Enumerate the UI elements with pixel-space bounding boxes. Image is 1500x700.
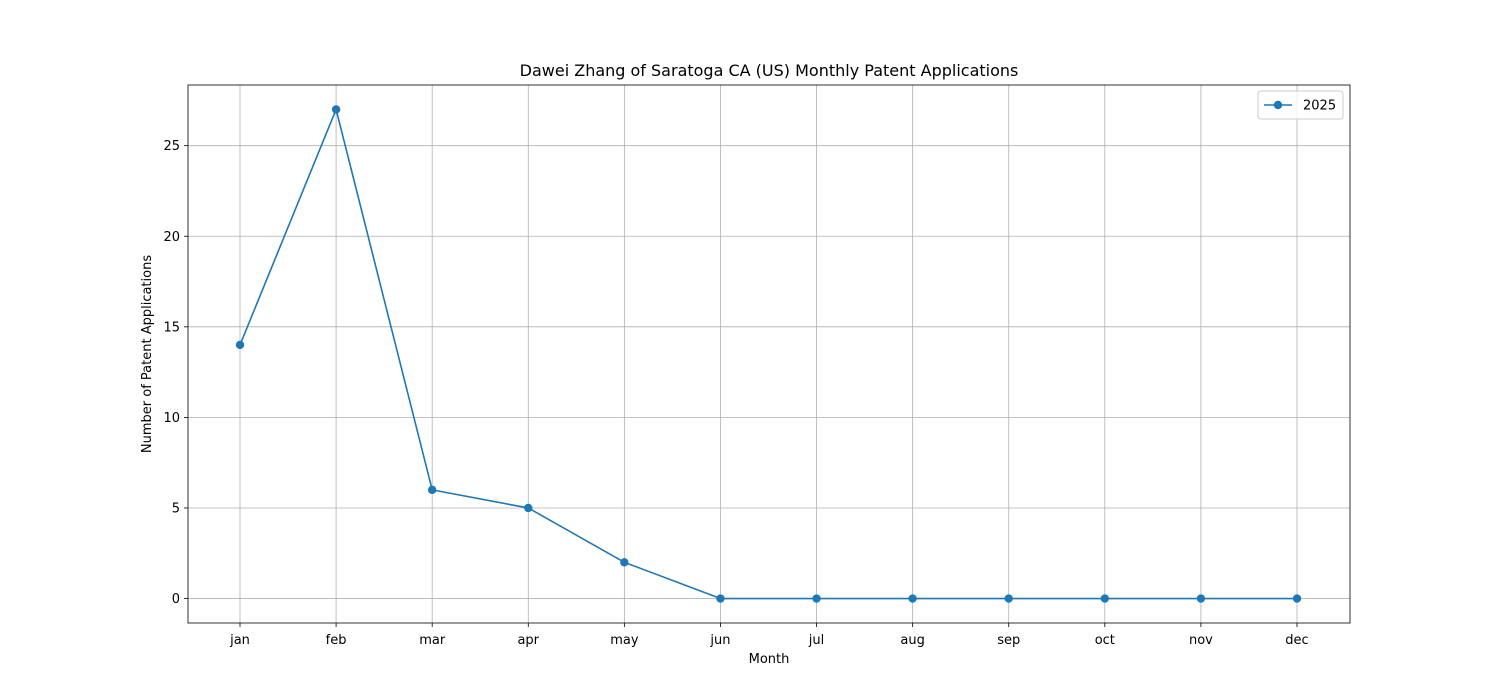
data-point [908,594,916,602]
x-tick-label: apr [517,633,539,648]
data-point [236,341,244,349]
x-tick-label: aug [900,633,924,648]
data-point [524,504,532,512]
chart: jan feb mar apr may jun jul aug sep oct nov dec 0 5 10… [0,0,1500,700]
data-point [716,594,724,602]
data-point [1101,594,1109,602]
y-axis-label: Number of Patent Applications [140,255,155,453]
y-tick-label: 5 [172,501,180,516]
data-point [428,486,436,494]
data-point [332,105,340,113]
x-tick-label: dec [1285,633,1308,648]
x-tick-label: feb [326,633,347,648]
x-tick-label: nov [1189,633,1213,648]
data-point [1005,594,1013,602]
legend-marker [1274,101,1282,109]
x-tick-label: jun [709,633,730,648]
x-axis-label: Month [749,652,790,667]
y-tick-label: 10 [163,411,180,426]
legend-label: 2025 [1303,99,1336,114]
x-tick-label: may [610,633,639,648]
y-tick-label: 15 [163,320,180,335]
legend: 2025 [1258,91,1343,119]
x-tick-label: jul [808,633,824,648]
x-tick-label: sep [997,633,1020,648]
x-tick-label: oct [1095,633,1115,648]
y-tick-label: 0 [172,592,180,607]
x-tick-label: mar [419,633,446,648]
data-point [620,558,628,566]
data-point [812,594,820,602]
data-point [1293,594,1301,602]
y-tick-label: 25 [163,139,180,154]
data-point [1197,594,1205,602]
chart-title: Dawei Zhang of Saratoga CA (US) Monthly … [520,61,1019,80]
y-tick-label: 20 [163,230,180,245]
x-tick-label: jan [229,633,250,648]
